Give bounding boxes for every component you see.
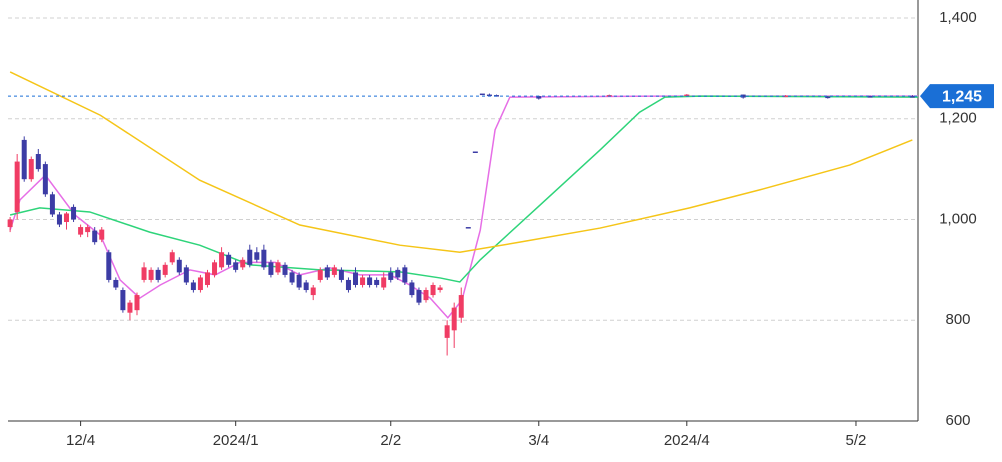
y-tick-label: 600 [945,412,970,429]
candle-body [7,219,13,228]
candle-body [204,272,210,285]
candle-body [141,267,147,280]
candle-body [374,279,380,285]
candle-body [909,96,915,98]
y-tick-label: 1,200 [939,110,977,127]
candle-body [486,94,492,97]
x-tick-label: 5/2 [846,432,867,449]
candle-body [127,302,133,313]
candle-body [219,252,225,268]
y-tick-label: 800 [945,311,970,328]
candle-body [345,279,351,291]
candle-body [71,206,77,220]
candle-body [479,93,485,96]
candle-body [353,272,359,285]
candle-body [331,267,337,275]
candle-body [395,269,401,278]
candle-body [134,295,140,311]
candle-body [190,282,196,291]
candle-body [85,227,91,233]
candle-body [261,249,267,268]
candle-body [867,96,873,98]
candle-body [14,161,20,212]
candle-body [169,252,175,263]
candle-body [402,267,408,283]
candle-body [197,277,203,291]
candle-body [740,94,746,98]
candle-body [430,284,436,296]
candle-body [303,282,309,291]
candle-body [409,282,415,296]
candle-body [536,96,542,99]
x-tick-label: 3/4 [528,432,549,449]
candle-body [21,139,27,180]
y-tick-label: 1,400 [939,9,977,26]
candle-body [275,262,281,273]
candle-body [289,272,295,283]
candle-body [42,164,48,195]
candle-body [317,269,323,280]
candle-body [120,290,126,311]
candle-body [338,269,344,280]
candle-body [162,264,168,275]
candle-body [472,151,478,153]
candle-body [56,214,62,225]
candle-body [64,213,70,223]
candle-body [444,325,450,338]
candle-body [28,159,34,180]
candle-body [458,295,464,318]
x-tick-label: 2024/1 [213,432,259,449]
last-price-label: 1,245 [942,88,982,105]
candle-body [388,272,394,280]
x-tick-label: 12/4 [66,432,95,449]
candle-body [310,287,316,296]
candle-body [423,290,429,301]
candle-body [465,227,471,229]
moving-average-line [9,95,918,319]
candle-body [240,259,246,268]
candle-body [78,227,84,235]
candle-body [416,290,422,303]
candle-body [684,94,690,97]
candle-body [825,96,831,99]
candle-body [381,277,387,288]
candle-body [226,254,232,265]
candle-body [148,269,154,280]
candle-body [437,287,443,291]
candle-body [324,267,330,278]
candle-body [782,95,788,98]
candle-body [183,267,189,283]
candle-body [49,194,55,215]
moving-average-line [9,95,919,283]
x-tick-label: 2/2 [380,432,401,449]
candle-body [155,269,161,280]
x-tick-label: 2024/4 [664,432,710,449]
candle-body [35,154,41,170]
candle-body [99,229,105,240]
candle-body [254,252,260,260]
candle-body [113,279,119,288]
candle-body [268,262,274,275]
candle-body [247,249,253,265]
candle-body [296,274,302,288]
candle-body [367,277,373,285]
candle-body [106,252,112,280]
last-price-tag [920,84,994,109]
candle-body [282,264,288,275]
candle-body [92,230,98,243]
candle-body [176,259,182,273]
candle-body [212,262,218,275]
candle-body [360,277,366,285]
candle-body [233,262,239,270]
candle-body [451,307,457,331]
y-tick-label: 1,000 [939,210,977,227]
moving-average-line [9,71,913,254]
